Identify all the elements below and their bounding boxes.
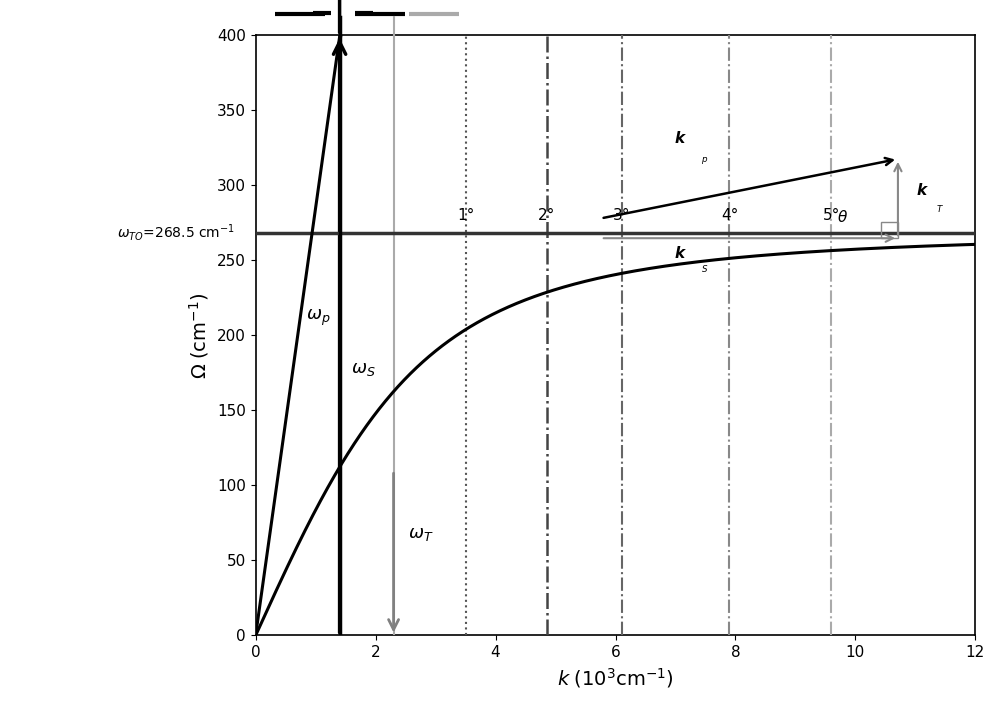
Text: 1°: 1° xyxy=(457,208,474,223)
Text: 5°: 5° xyxy=(823,208,840,223)
Text: $\omega_p$: $\omega_p$ xyxy=(306,308,331,329)
Text: $\omega_S$: $\omega_S$ xyxy=(351,360,376,378)
Text: $\omega_T$: $\omega_T$ xyxy=(408,525,433,543)
Text: 3°: 3° xyxy=(613,208,630,223)
Text: 2°: 2° xyxy=(538,208,555,223)
Y-axis label: $\Omega\;(\mathrm{cm}^{-1})$: $\Omega\;(\mathrm{cm}^{-1})$ xyxy=(187,292,211,379)
X-axis label: $k\;(10^3\mathrm{cm}^{-1})$: $k\;(10^3\mathrm{cm}^{-1})$ xyxy=(557,666,674,690)
Text: $\omega_{TO}$=268.5 cm$^{-1}$: $\omega_{TO}$=268.5 cm$^{-1}$ xyxy=(117,222,235,243)
Text: 4°: 4° xyxy=(721,208,738,223)
